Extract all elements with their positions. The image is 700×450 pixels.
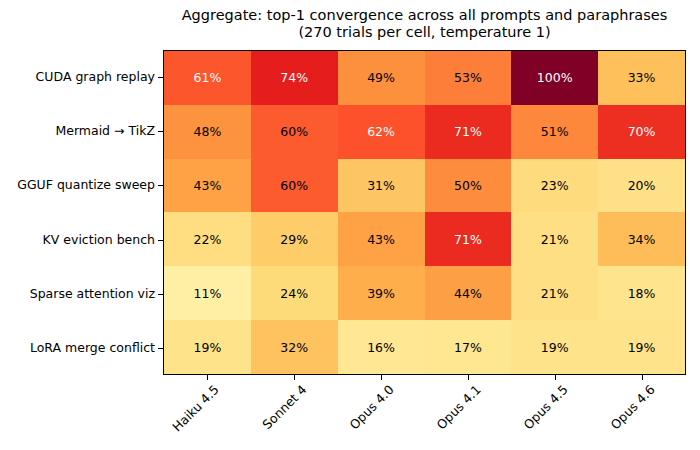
- x-tick-label-Haiku 4.5: Haiku 4.5: [170, 382, 222, 434]
- heatmap-cell-Sparse attention viz-Haiku 4.5: 11%: [164, 266, 251, 320]
- heatmap-cell-GGUF quantize sweep-Opus 4.1: 50%: [425, 159, 512, 213]
- heatmap-cell-Mermaid → TikZ-Opus 4.6: 70%: [598, 105, 685, 159]
- y-axis-tick: [158, 131, 163, 132]
- chart-title: Aggregate: top-1 convergence across all …: [163, 7, 686, 41]
- chart-title-line1: Aggregate: top-1 convergence across all …: [163, 7, 686, 24]
- heatmap-cell-Sparse attention viz-Opus 4.6: 18%: [598, 266, 685, 320]
- x-tick-label-Sonnet 4: Sonnet 4: [259, 382, 309, 432]
- x-tick-label-Opus 4.6: Opus 4.6: [608, 382, 658, 432]
- heatmap-plot: 61%74%49%53%100%33%48%60%62%71%51%70%43%…: [163, 50, 686, 375]
- heatmap-cell-LoRA merge conflict-Opus 4.1: 17%: [425, 320, 512, 374]
- x-axis-tick: [381, 375, 382, 380]
- heatmap-cell-CUDA graph replay-Opus 4.5: 100%: [511, 51, 598, 105]
- heatmap-cell-GGUF quantize sweep-Opus 4.5: 23%: [511, 159, 598, 213]
- heatmap-cell-Mermaid → TikZ-Opus 4.5: 51%: [511, 105, 598, 159]
- heatmap-cell-Mermaid → TikZ-Sonnet 4: 60%: [251, 105, 338, 159]
- heatmap-cell-Mermaid → TikZ-Opus 4.1: 71%: [425, 105, 512, 159]
- y-tick-label-CUDA graph replay: CUDA graph replay: [36, 69, 155, 85]
- heatmap-cell-KV eviction bench-Opus 4.0: 43%: [338, 212, 425, 266]
- y-axis-tick: [158, 348, 163, 349]
- y-tick-label-Sparse attention viz: Sparse attention viz: [30, 286, 155, 302]
- heatmap-cell-Mermaid → TikZ-Haiku 4.5: 48%: [164, 105, 251, 159]
- heatmap-cell-CUDA graph replay-Opus 4.0: 49%: [338, 51, 425, 105]
- y-tick-label-GGUF quantize sweep: GGUF quantize sweep: [17, 177, 155, 193]
- heatmap-cell-Sparse attention viz-Opus 4.1: 44%: [425, 266, 512, 320]
- heatmap-cell-KV eviction bench-Opus 4.6: 34%: [598, 212, 685, 266]
- heatmap-cell-CUDA graph replay-Haiku 4.5: 61%: [164, 51, 251, 105]
- heatmap-cell-Mermaid → TikZ-Opus 4.0: 62%: [338, 105, 425, 159]
- x-tick-label-Opus 4.0: Opus 4.0: [346, 382, 396, 432]
- heatmap-cell-CUDA graph replay-Opus 4.6: 33%: [598, 51, 685, 105]
- heatmap-cell-LoRA merge conflict-Opus 4.5: 19%: [511, 320, 598, 374]
- heatmap-cell-KV eviction bench-Sonnet 4: 29%: [251, 212, 338, 266]
- heatmap-cell-GGUF quantize sweep-Sonnet 4: 60%: [251, 159, 338, 213]
- x-axis-tick: [294, 375, 295, 380]
- heatmap-cell-LoRA merge conflict-Sonnet 4: 32%: [251, 320, 338, 374]
- heatmap-cell-CUDA graph replay-Opus 4.1: 53%: [425, 51, 512, 105]
- x-tick-label-Opus 4.1: Opus 4.1: [433, 382, 483, 432]
- y-tick-label-Mermaid → TikZ: Mermaid → TikZ: [55, 123, 155, 139]
- heatmap-cell-LoRA merge conflict-Haiku 4.5: 19%: [164, 320, 251, 374]
- y-axis-tick: [158, 77, 163, 78]
- heatmap-cell-CUDA graph replay-Sonnet 4: 74%: [251, 51, 338, 105]
- heatmap-cell-LoRA merge conflict-Opus 4.0: 16%: [338, 320, 425, 374]
- heatmap-figure: Aggregate: top-1 convergence across all …: [0, 0, 700, 450]
- x-axis-tick: [468, 375, 469, 380]
- y-axis-tick: [158, 240, 163, 241]
- x-axis-tick: [207, 375, 208, 380]
- x-axis-tick: [642, 375, 643, 380]
- heatmap-cell-KV eviction bench-Opus 4.5: 21%: [511, 212, 598, 266]
- heatmap-cell-Sparse attention viz-Opus 4.5: 21%: [511, 266, 598, 320]
- heatmap-cell-GGUF quantize sweep-Haiku 4.5: 43%: [164, 159, 251, 213]
- heatmap-cell-GGUF quantize sweep-Opus 4.6: 20%: [598, 159, 685, 213]
- y-tick-label-LoRA merge conflict: LoRA merge conflict: [30, 340, 155, 356]
- chart-title-line2: (270 trials per cell, temperature 1): [163, 24, 686, 41]
- y-axis-tick: [158, 294, 163, 295]
- heatmap-cell-LoRA merge conflict-Opus 4.6: 19%: [598, 320, 685, 374]
- heatmap-cell-Sparse attention viz-Opus 4.0: 39%: [338, 266, 425, 320]
- x-tick-label-Opus 4.5: Opus 4.5: [521, 382, 571, 432]
- heatmap-cell-GGUF quantize sweep-Opus 4.0: 31%: [338, 159, 425, 213]
- heatmap-cell-Sparse attention viz-Sonnet 4: 24%: [251, 266, 338, 320]
- heatmap-cell-KV eviction bench-Opus 4.1: 71%: [425, 212, 512, 266]
- x-axis-tick: [555, 375, 556, 380]
- y-axis-tick: [158, 185, 163, 186]
- y-tick-label-KV eviction bench: KV eviction bench: [43, 232, 155, 248]
- heatmap-cell-KV eviction bench-Haiku 4.5: 22%: [164, 212, 251, 266]
